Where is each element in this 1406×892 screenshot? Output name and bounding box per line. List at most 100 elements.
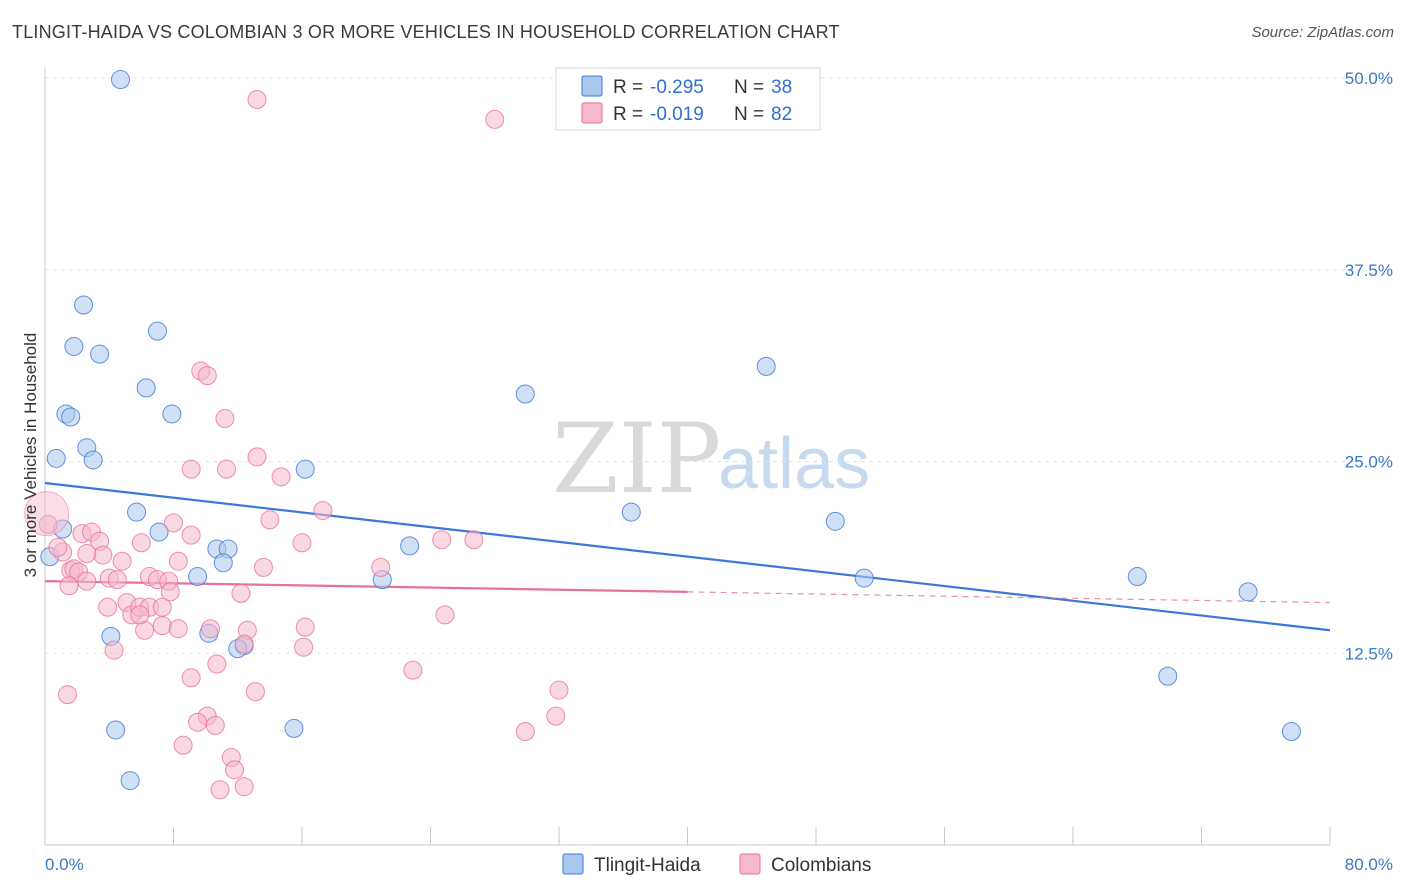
point-colombians	[38, 514, 58, 534]
point-colombians	[77, 544, 97, 564]
x-tick-label-end: 80.0%	[1345, 855, 1393, 874]
point-tlingit-haida	[110, 70, 130, 90]
point-colombians	[225, 760, 245, 780]
point-tlingit-haida	[1127, 567, 1147, 587]
point-colombians	[205, 715, 225, 735]
point-tlingit-haida	[1281, 721, 1301, 741]
point-tlingit-haida	[295, 459, 315, 479]
point-colombians	[160, 582, 180, 602]
point-colombians	[188, 712, 208, 732]
y-tick-label: 37.5%	[1345, 261, 1393, 280]
point-tlingit-haida	[162, 404, 182, 424]
point-tlingit-haida	[284, 718, 304, 738]
point-tlingit-haida	[213, 553, 233, 573]
point-colombians	[234, 634, 254, 654]
point-colombians	[260, 510, 280, 530]
legend-n-value-2: 82	[771, 104, 792, 125]
gridlines	[45, 77, 1365, 654]
chart-title: TLINGIT-HAIDA VS COLOMBIAN 3 OR MORE VEH…	[12, 22, 840, 42]
point-colombians	[152, 597, 172, 617]
legend-r-value-1: -0.295	[650, 77, 704, 98]
point-colombians	[215, 409, 235, 429]
point-colombians	[515, 721, 535, 741]
series-legend: Tlingit-Haida Colombians	[562, 853, 871, 876]
point-colombians	[181, 525, 201, 545]
point-colombians	[168, 619, 188, 639]
point-colombians	[173, 735, 193, 755]
point-colombians	[130, 605, 150, 625]
legend-swatch-tlingit-haida	[581, 75, 603, 97]
point-colombians	[152, 616, 172, 636]
point-colombians	[93, 545, 113, 565]
legend-r-label-1: R =	[613, 77, 643, 98]
point-colombians	[181, 459, 201, 479]
point-colombians	[464, 530, 484, 550]
point-colombians	[292, 533, 312, 553]
legend-swatch-colombians	[581, 102, 603, 124]
y-tick-label: 25.0%	[1345, 453, 1393, 472]
point-colombians	[245, 682, 265, 702]
point-tlingit-haida	[120, 771, 140, 791]
point-colombians	[247, 89, 267, 109]
data-points	[24, 70, 1301, 800]
point-colombians	[295, 617, 315, 637]
legend-n-label-1: N =	[734, 77, 764, 98]
series-legend-label-tlingit-haida: Tlingit-Haida	[594, 855, 701, 876]
point-tlingit-haida	[61, 407, 81, 427]
point-tlingit-haida	[825, 511, 845, 531]
point-tlingit-haida	[756, 356, 776, 376]
point-colombians	[271, 467, 291, 487]
point-tlingit-haida	[106, 720, 126, 740]
point-colombians	[107, 570, 127, 590]
series-legend-swatch-colombians	[739, 853, 761, 875]
point-tlingit-haida	[1158, 666, 1178, 686]
point-tlingit-haida	[1238, 582, 1258, 602]
point-colombians	[57, 685, 77, 705]
point-colombians	[435, 605, 455, 625]
point-colombians	[48, 537, 68, 557]
point-colombians	[197, 366, 217, 386]
trend-line-tlingit-haida	[44, 481, 1331, 632]
point-colombians	[294, 637, 314, 657]
point-colombians	[181, 668, 201, 688]
y-tick-label: 50.0%	[1345, 69, 1393, 88]
point-colombians	[546, 706, 566, 726]
point-tlingit-haida	[127, 502, 147, 522]
point-colombians	[234, 777, 254, 797]
point-tlingit-haida	[90, 344, 110, 364]
point-colombians	[403, 660, 423, 680]
point-tlingit-haida	[74, 295, 94, 315]
point-colombians	[210, 780, 230, 800]
point-colombians	[371, 557, 391, 577]
legend-n-label-2: N =	[734, 104, 764, 125]
point-colombians	[217, 459, 237, 479]
point-tlingit-haida	[400, 536, 420, 556]
watermark-zip: ZIP	[552, 403, 721, 515]
point-colombians	[164, 513, 183, 533]
source-credit: Source: ZipAtlas.com	[1251, 24, 1394, 41]
series-legend-swatch-tlingit-haida	[562, 853, 584, 875]
point-colombians	[112, 551, 132, 571]
point-tlingit-haida	[136, 378, 156, 398]
point-colombians	[247, 447, 267, 467]
point-colombians	[200, 619, 220, 639]
point-colombians	[77, 571, 97, 591]
point-tlingit-haida	[149, 522, 169, 542]
point-colombians	[207, 654, 227, 674]
legend-r-value-2: -0.019	[650, 104, 704, 125]
axes: 12.5% 25.0% 37.5% 50.0% 0.0% 80.0%	[44, 68, 1393, 874]
trend-line-colombians	[44, 580, 688, 593]
point-colombians	[98, 597, 118, 617]
point-colombians	[24, 491, 70, 537]
point-colombians	[253, 557, 273, 577]
point-tlingit-haida	[515, 384, 535, 404]
point-colombians	[131, 533, 151, 553]
correlation-legend: R = -0.295 N = 38 R = -0.019 N = 82	[555, 67, 821, 131]
point-colombians	[168, 551, 188, 571]
point-colombians	[104, 640, 124, 660]
point-tlingit-haida	[854, 568, 874, 588]
point-tlingit-haida	[621, 502, 641, 522]
y-tick-label: 12.5%	[1345, 644, 1393, 663]
trend-line-colombians-extrapolated	[687, 591, 1331, 604]
